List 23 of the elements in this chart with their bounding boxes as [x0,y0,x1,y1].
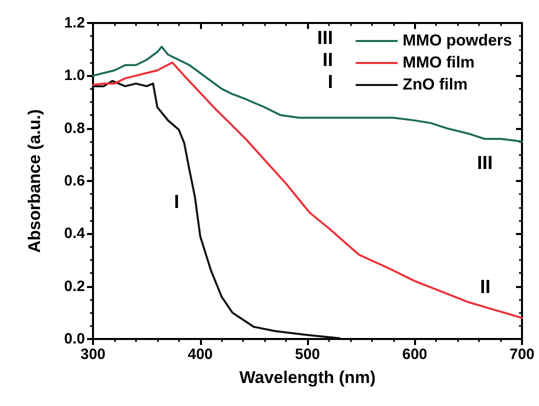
annotation: III [477,153,493,174]
legend-label: MMO film [402,54,475,72]
y-tick-label: 0.8 [64,120,85,137]
y-tick-label: 1.2 [64,14,85,32]
y-tick-label: 0.6 [64,172,85,190]
x-tick-label: 300 [80,346,106,363]
y-axis-title: Absorbance (a.u.) [25,109,44,253]
annotation: III [317,28,334,49]
annotation: I [174,192,180,213]
y-tick-label: 0.4 [64,225,86,242]
x-tick-label: 600 [402,346,428,363]
y-tick-label: 0.0 [64,330,85,348]
annotation: II [322,50,334,71]
legend-label: ZnO film [402,76,468,94]
annotation: I [328,72,333,93]
y-tick-label: 1.0 [64,67,85,84]
annotation: II [480,277,491,298]
x-axis-title: Wavelength (nm) [239,368,376,387]
legend-label: MMO powders [402,32,512,50]
x-tick-label: 400 [188,346,213,363]
y-tick-label: 0.2 [64,278,85,295]
x-tick-label: 500 [294,346,320,363]
x-tick-label: 700 [509,346,535,363]
